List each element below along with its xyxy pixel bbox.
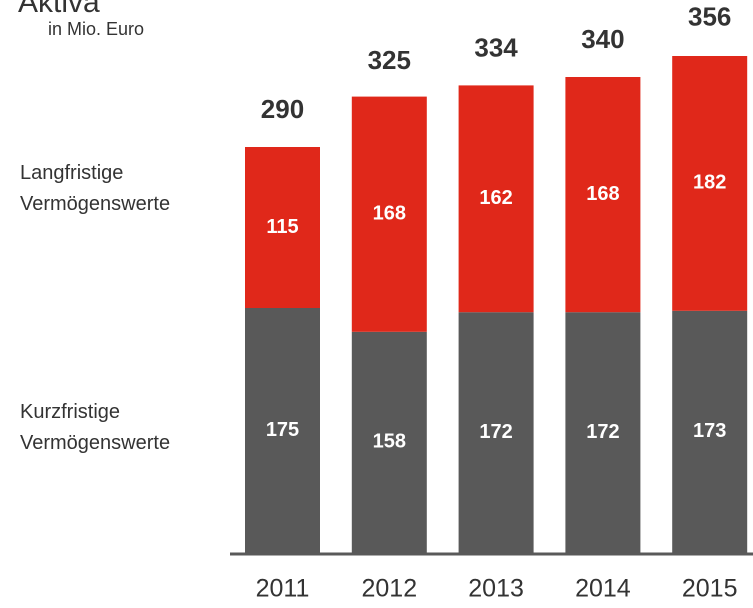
legend-label: Langfristige Vermögenswerte (20, 162, 171, 215)
value-label: 172 (479, 421, 512, 443)
value-label: 172 (586, 421, 619, 443)
bar-segment (672, 310, 748, 553)
value-label: 182 (693, 172, 726, 194)
value-label: 168 (373, 202, 406, 224)
bar-segment (458, 312, 534, 553)
value-label: 175 (266, 419, 299, 441)
bar-segment (351, 96, 427, 332)
chart-title: Aktiva (18, 0, 100, 19)
total-label: 325 (368, 45, 411, 75)
chart-subtitle: in Mio. Euro (48, 19, 144, 39)
bar-segment (565, 312, 641, 553)
value-label: 115 (266, 216, 298, 238)
total-label: 340 (581, 24, 624, 54)
x-tick-label: 2012 (361, 575, 417, 603)
value-label: 173 (693, 420, 726, 442)
value-label: 168 (586, 183, 619, 205)
total-label: 334 (474, 32, 518, 62)
bar-segment (351, 331, 427, 553)
x-tick-label: 2011 (256, 575, 310, 603)
bar-segment (245, 147, 320, 308)
bar-segment (565, 77, 641, 313)
total-label: 356 (688, 1, 731, 31)
legend-label: Kurzfristige Vermögenswerte (20, 401, 171, 454)
value-label: 162 (479, 187, 512, 209)
bar-segment (245, 308, 320, 553)
bar-segment (458, 85, 534, 313)
value-label: 158 (373, 431, 406, 453)
x-tick-label: 2014 (575, 575, 631, 603)
bar-segment (672, 56, 748, 311)
x-tick-label: 2013 (468, 575, 524, 603)
x-tick-label: 2015 (682, 575, 738, 603)
total-label: 290 (261, 94, 304, 124)
